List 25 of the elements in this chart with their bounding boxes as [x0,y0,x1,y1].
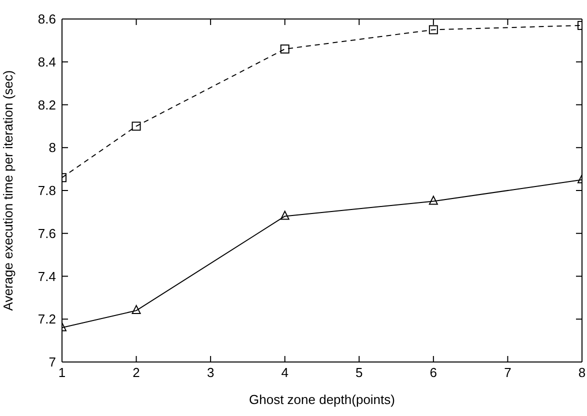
x-axis-title: Ghost zone depth(points) [249,392,395,407]
point [280,210,290,220]
point [132,122,141,131]
x-tick-label: 6 [430,365,438,380]
point [428,196,438,205]
y-tick-label: 7 [48,354,56,370]
x-tick-label: 8 [578,365,586,380]
y-tick-label: 8.4 [38,54,56,70]
y-tick-label: 8 [48,140,56,156]
y-tick-label: 8.6 [38,12,56,27]
y-tick-label: 8.2 [38,97,56,112]
point [428,25,438,34]
y-axis-title: Average execution time per iteration (sec) [0,70,16,311]
point [132,305,141,314]
x-tick-label: 1 [58,365,66,380]
x-tick-label: 3 [206,365,214,380]
y-tick-label: 7.2 [38,312,56,327]
x-tick-label: 4 [281,365,288,380]
y-tick-label: 7.6 [38,226,56,241]
x-tick-label: 2 [132,365,140,380]
point [280,44,290,54]
x-tick-label: 5 [356,365,363,380]
x-tick-label: 7 [504,365,512,380]
y-tick-label: 7.4 [38,268,56,284]
y-tick-label: 7.8 [38,183,56,198]
